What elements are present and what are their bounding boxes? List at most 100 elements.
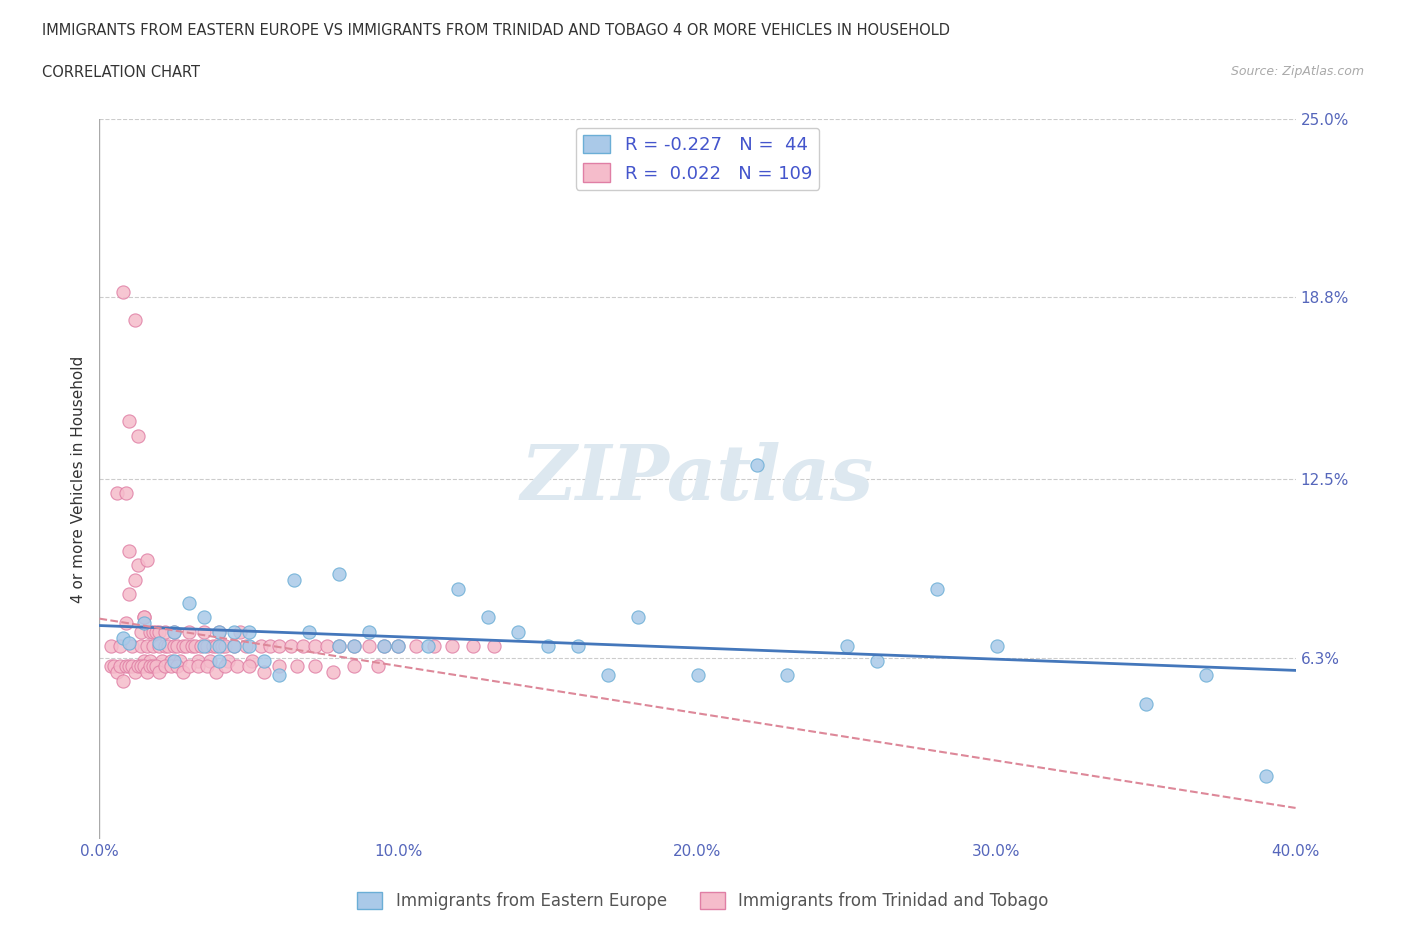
- Point: [373, 639, 395, 654]
- Point: [217, 653, 239, 668]
- Point: [238, 624, 260, 639]
- Point: [253, 653, 276, 668]
- Point: [418, 639, 440, 654]
- Point: [142, 624, 165, 639]
- Point: [253, 665, 276, 680]
- Point: [304, 639, 326, 654]
- Point: [148, 665, 170, 680]
- Point: [283, 573, 305, 588]
- Text: CORRELATION CHART: CORRELATION CHART: [42, 65, 200, 80]
- Point: [155, 659, 177, 674]
- Point: [463, 639, 485, 654]
- Point: [357, 624, 380, 639]
- Point: [405, 639, 427, 654]
- Point: [145, 624, 167, 639]
- Text: ZIPatlas: ZIPatlas: [522, 442, 875, 516]
- Point: [134, 616, 156, 631]
- Point: [298, 624, 321, 639]
- Point: [100, 659, 122, 674]
- Point: [172, 639, 194, 654]
- Point: [129, 639, 152, 654]
- Point: [343, 639, 366, 654]
- Point: [139, 653, 162, 668]
- Legend: R = -0.227   N =  44, R =  0.022   N = 109: R = -0.227 N = 44, R = 0.022 N = 109: [576, 127, 820, 190]
- Point: [121, 659, 143, 674]
- Point: [222, 639, 245, 654]
- Point: [195, 639, 218, 654]
- Point: [155, 624, 177, 639]
- Legend: Immigrants from Eastern Europe, Immigrants from Trinidad and Tobago: Immigrants from Eastern Europe, Immigran…: [350, 885, 1056, 917]
- Point: [134, 610, 156, 625]
- Point: [1135, 697, 1157, 711]
- Point: [208, 624, 231, 639]
- Point: [328, 639, 350, 654]
- Point: [145, 659, 167, 674]
- Point: [160, 659, 183, 674]
- Point: [100, 639, 122, 654]
- Point: [208, 639, 231, 654]
- Point: [124, 313, 146, 328]
- Point: [328, 639, 350, 654]
- Point: [115, 616, 138, 631]
- Point: [506, 624, 529, 639]
- Point: [291, 639, 314, 654]
- Point: [166, 659, 188, 674]
- Point: [211, 639, 233, 654]
- Point: [112, 285, 135, 299]
- Point: [110, 639, 132, 654]
- Point: [193, 639, 215, 654]
- Point: [127, 659, 149, 674]
- Point: [124, 665, 146, 680]
- Point: [148, 636, 170, 651]
- Point: [322, 665, 344, 680]
- Point: [139, 659, 162, 674]
- Point: [105, 486, 128, 501]
- Text: IMMIGRANTS FROM EASTERN EUROPE VS IMMIGRANTS FROM TRINIDAD AND TOBAGO 4 OR MORE : IMMIGRANTS FROM EASTERN EUROPE VS IMMIGR…: [42, 23, 950, 38]
- Point: [172, 665, 194, 680]
- Point: [163, 624, 186, 639]
- Point: [115, 659, 138, 674]
- Point: [238, 639, 260, 654]
- Point: [134, 659, 156, 674]
- Point: [187, 653, 209, 668]
- Point: [193, 624, 215, 639]
- Point: [118, 636, 141, 651]
- Point: [208, 653, 231, 668]
- Point: [229, 624, 252, 639]
- Point: [198, 653, 221, 668]
- Point: [139, 624, 162, 639]
- Point: [866, 653, 889, 668]
- Point: [226, 659, 249, 674]
- Point: [214, 659, 236, 674]
- Point: [835, 639, 858, 654]
- Point: [103, 659, 125, 674]
- Text: Source: ZipAtlas.com: Source: ZipAtlas.com: [1230, 65, 1364, 78]
- Point: [134, 610, 156, 625]
- Point: [304, 659, 326, 674]
- Point: [155, 639, 177, 654]
- Point: [423, 639, 446, 654]
- Y-axis label: 4 or more Vehicles in Household: 4 or more Vehicles in Household: [72, 355, 86, 603]
- Point: [214, 639, 236, 654]
- Point: [179, 659, 201, 674]
- Point: [195, 659, 218, 674]
- Point: [136, 639, 159, 654]
- Point: [441, 639, 464, 654]
- Point: [129, 659, 152, 674]
- Point: [105, 665, 128, 680]
- Point: [686, 668, 709, 683]
- Point: [179, 595, 201, 610]
- Point: [250, 639, 273, 654]
- Point: [235, 639, 257, 654]
- Point: [373, 639, 395, 654]
- Point: [259, 639, 281, 654]
- Point: [184, 639, 207, 654]
- Point: [343, 659, 366, 674]
- Point: [169, 653, 191, 668]
- Point: [267, 668, 290, 683]
- Point: [447, 581, 470, 596]
- Point: [136, 552, 159, 567]
- Point: [596, 668, 619, 683]
- Point: [190, 639, 212, 654]
- Point: [477, 610, 499, 625]
